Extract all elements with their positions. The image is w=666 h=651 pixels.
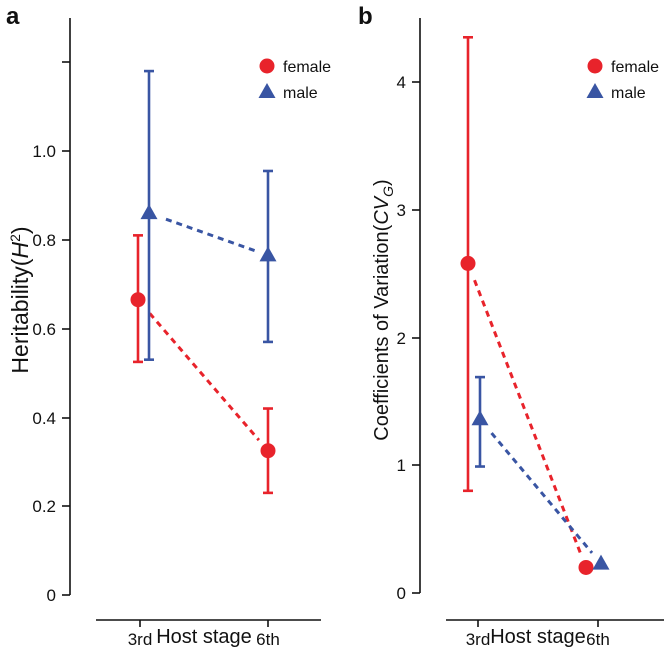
legend-marker-female [587, 58, 603, 74]
point-female [260, 443, 276, 459]
y-tick-label: 0 [47, 586, 56, 605]
y-tick-label: 0 [397, 584, 406, 603]
legend: female male [586, 58, 659, 102]
point-female [130, 292, 146, 308]
point-male [592, 554, 610, 570]
y-tick-label: 1.0 [32, 142, 56, 161]
x-axis-label: Host stage [490, 626, 586, 648]
x-axis-label: Host stage [156, 626, 252, 648]
series-line-male [165, 217, 256, 253]
legend-marker-male [586, 83, 604, 98]
point-male [259, 246, 277, 262]
y-tick-label: 0.2 [32, 497, 56, 516]
x-tick-label: 6th [586, 630, 610, 649]
y-axis-label: Heritability(H2) [7, 226, 33, 373]
y-tick-label: 0.4 [32, 409, 56, 428]
point-male [471, 410, 489, 426]
point-male [140, 204, 158, 220]
point-female [578, 559, 594, 575]
legend-marker-male [258, 83, 276, 98]
y-tick-label: 2 [397, 329, 406, 348]
legend-label-male: male [283, 85, 318, 102]
panel-letter-a: a [6, 3, 20, 30]
series-line-male [490, 432, 594, 554]
legend: female male [258, 58, 331, 102]
y-axis-label: Coefficients of Variation(CVG) [371, 179, 396, 440]
point-female [460, 255, 476, 271]
y-tick-label: 3 [397, 201, 406, 220]
legend-label-male: male [611, 85, 646, 102]
y-tick-label: 1 [397, 456, 406, 475]
y-tick-label: 0.6 [32, 320, 56, 339]
y-tick-label: 0.8 [32, 231, 56, 250]
legend-label-female: female [283, 59, 331, 76]
x-tick-label: 6th [256, 630, 280, 649]
y-tick-label: 4 [397, 73, 406, 92]
x-tick-label: 3rd [466, 630, 491, 649]
series-line-female [473, 279, 583, 555]
x-tick-label: 3rd [128, 630, 153, 649]
panel-letter-b: b [358, 3, 373, 30]
legend-marker-female [259, 58, 275, 74]
series-line-female [148, 312, 261, 442]
legend-label-female: female [611, 59, 659, 76]
